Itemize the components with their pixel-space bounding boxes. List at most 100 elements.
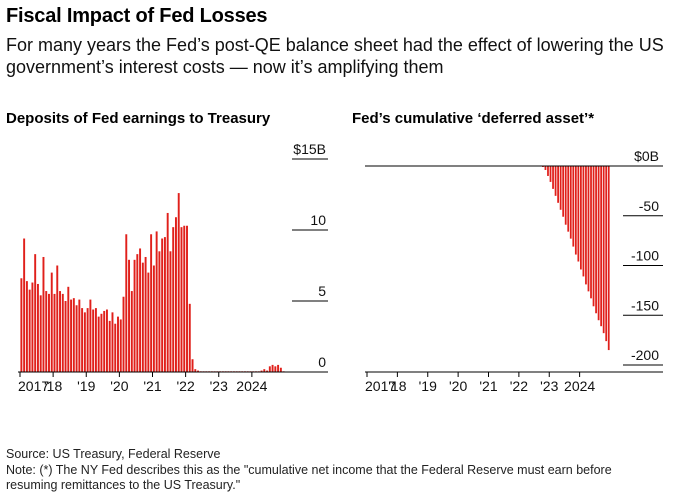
- left-bar: [20, 278, 23, 372]
- right-bar: [587, 166, 590, 292]
- left-xtick-label: '21: [143, 378, 161, 394]
- right-xtick-label: 2017: [365, 378, 396, 394]
- left-bar: [94, 308, 97, 372]
- right-bar: [569, 166, 572, 239]
- left-bar: [186, 225, 188, 372]
- right-bar: [592, 166, 595, 307]
- left-bar: [59, 291, 61, 372]
- right-bar: [600, 166, 603, 327]
- left-bar: [141, 262, 144, 372]
- left-bar: [191, 359, 194, 372]
- left-bar: [177, 193, 180, 372]
- right-ytick-label: -100: [631, 248, 659, 264]
- left-bar: [103, 310, 106, 372]
- right-xtick-label: '19: [419, 378, 437, 394]
- right-bar: [590, 166, 592, 299]
- right-bar: [564, 166, 567, 225]
- left-bar: [34, 254, 37, 372]
- left-bar: [277, 364, 280, 372]
- left-bar: [133, 259, 136, 372]
- left-bar: [105, 309, 108, 372]
- left-xtick-label: 2017: [18, 378, 49, 394]
- right-bar: [580, 166, 582, 270]
- left-bar: [119, 319, 122, 372]
- left-bar: [144, 256, 147, 372]
- left-bar: [158, 251, 161, 372]
- earnings-deposits-chart: 0 5 10 $15B 2017'18 '19 '20 '21 '22 '23 2024: [18, 141, 328, 394]
- left-xtick-label: '23: [210, 378, 228, 394]
- right-bar: [567, 166, 570, 232]
- left-bar: [130, 291, 133, 372]
- left-bar: [150, 234, 153, 372]
- right-xtick-label: '23: [540, 378, 558, 394]
- left-xtick-label: '18: [44, 378, 62, 394]
- left-bar: [174, 217, 177, 372]
- left-bar: [97, 316, 100, 372]
- right-xtick-label: '18: [388, 378, 406, 394]
- left-bar: [128, 259, 131, 372]
- left-bar: [67, 286, 70, 372]
- left-bar: [70, 299, 73, 372]
- left-bar: [125, 234, 128, 372]
- left-bar: [92, 309, 95, 372]
- left-bar: [61, 293, 64, 372]
- right-bar: [574, 166, 577, 255]
- left-bar: [188, 303, 191, 372]
- source-note: Source: US Treasury, Federal Reserve: [6, 447, 221, 461]
- right-bar: [549, 166, 552, 182]
- left-bar: [53, 293, 56, 372]
- left-bar: [172, 227, 175, 372]
- left-bar: [274, 366, 277, 372]
- chart-title: Fiscal Impact of Fed Losses: [6, 5, 268, 27]
- left-bar: [23, 238, 26, 372]
- right-xtick-label: '21: [479, 378, 497, 394]
- chart-subtitle: For many years the Fed’s post-QE balance…: [6, 35, 664, 77]
- left-bar: [36, 283, 39, 372]
- left-bar: [279, 367, 282, 372]
- right-bar: [605, 166, 608, 342]
- right-bar: [607, 166, 610, 351]
- right-bar: [597, 166, 600, 321]
- left-bar: [155, 231, 158, 372]
- left-xtick-label: '20: [110, 378, 128, 394]
- left-bar: [183, 225, 186, 372]
- left-ytick-label: 10: [310, 212, 326, 228]
- left-bar: [166, 212, 169, 372]
- footnote: Note: (*) The NY Fed describes this as t…: [6, 463, 612, 492]
- left-ytick-label: 5: [318, 283, 326, 299]
- left-bar: [25, 281, 28, 372]
- left-bar: [50, 272, 53, 372]
- left-bar: [100, 313, 103, 372]
- right-bar: [559, 166, 562, 210]
- left-ytick-label: $15B: [293, 141, 326, 157]
- left-bar: [268, 366, 271, 372]
- right-bar: [557, 166, 559, 203]
- left-bar: [180, 227, 183, 372]
- left-bar: [197, 370, 200, 372]
- left-bar: [72, 298, 75, 372]
- right-bar: [572, 166, 575, 247]
- left-panel-title: Deposits of Fed earnings to Treasury: [6, 110, 271, 127]
- right-xtick-label: '20: [449, 378, 467, 394]
- left-bar: [75, 305, 78, 372]
- left-bar: [48, 293, 50, 372]
- left-bar: [266, 370, 269, 372]
- right-ytick-label: $0B: [634, 148, 659, 164]
- right-bar: [602, 166, 605, 334]
- left-bar: [260, 370, 263, 372]
- left-bar: [81, 308, 84, 372]
- left-bar: [152, 265, 155, 372]
- right-bar: [577, 166, 580, 262]
- right-bar: [595, 166, 597, 314]
- left-bar: [271, 364, 274, 372]
- left-bar: [194, 369, 197, 372]
- left-bar: [111, 312, 114, 372]
- left-bar: [114, 323, 117, 372]
- right-bar: [552, 166, 554, 189]
- left-bar: [78, 299, 81, 372]
- left-bar: [161, 238, 164, 372]
- left-xtick-label: '19: [77, 378, 95, 394]
- left-bar: [117, 316, 119, 372]
- right-bar: [544, 166, 547, 170]
- left-bar: [39, 295, 42, 372]
